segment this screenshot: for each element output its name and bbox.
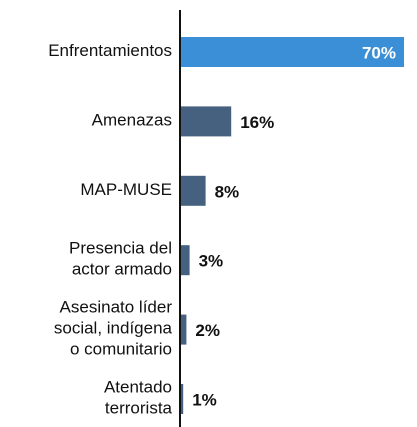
bar xyxy=(180,384,184,414)
bar xyxy=(180,245,190,276)
value-label: 2% xyxy=(195,321,220,340)
bar xyxy=(180,106,232,137)
category-label: Asesinato líder social, indígena o comunit… xyxy=(54,298,173,359)
category-label: Enfrentamientos xyxy=(48,41,172,60)
value-label: 3% xyxy=(199,252,224,271)
category-label: Presencia del actor armado xyxy=(69,239,172,279)
value-label: 8% xyxy=(215,182,240,201)
category-label: Amenazas xyxy=(92,111,172,130)
bar xyxy=(180,314,187,345)
bar xyxy=(180,37,404,67)
category-label: Atentado terrorista xyxy=(104,378,173,418)
value-label: 1% xyxy=(192,390,217,409)
bar xyxy=(180,175,206,206)
value-label: 70% xyxy=(362,43,396,62)
value-label: 16% xyxy=(240,113,274,132)
category-label: MAP-MUSE xyxy=(80,180,172,199)
